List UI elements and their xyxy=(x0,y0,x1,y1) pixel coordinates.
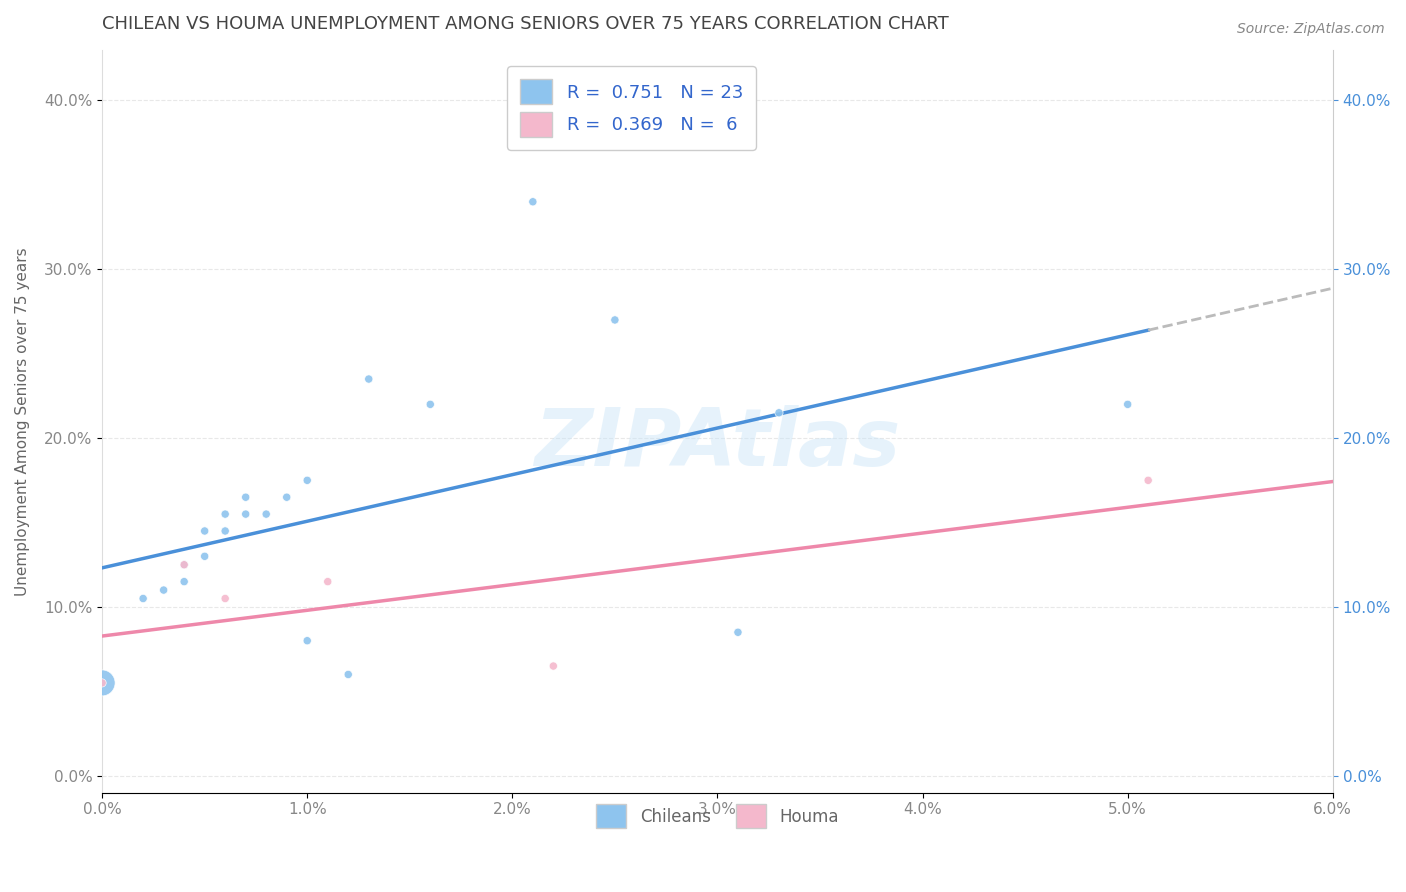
Point xyxy=(173,558,195,572)
Point xyxy=(91,676,114,690)
Point xyxy=(214,507,236,521)
Point xyxy=(419,397,441,411)
Text: ZIPAtlas: ZIPAtlas xyxy=(534,405,901,483)
Point xyxy=(603,313,626,327)
Point xyxy=(254,507,277,521)
Text: Source: ZipAtlas.com: Source: ZipAtlas.com xyxy=(1237,22,1385,37)
Point xyxy=(297,633,319,648)
Point xyxy=(235,490,257,504)
Text: CHILEAN VS HOUMA UNEMPLOYMENT AMONG SENIORS OVER 75 YEARS CORRELATION CHART: CHILEAN VS HOUMA UNEMPLOYMENT AMONG SENI… xyxy=(103,15,949,33)
Point xyxy=(173,558,195,572)
Point xyxy=(132,591,155,606)
Point xyxy=(768,406,790,420)
Point xyxy=(152,583,174,598)
Point xyxy=(1116,397,1139,411)
Point xyxy=(727,625,749,640)
Legend: Chileans, Houma: Chileans, Houma xyxy=(588,796,846,837)
Point xyxy=(235,507,257,521)
Point xyxy=(91,676,114,690)
Point xyxy=(522,194,544,209)
Point xyxy=(543,659,565,673)
Point xyxy=(357,372,380,386)
Point xyxy=(214,524,236,538)
Y-axis label: Unemployment Among Seniors over 75 years: Unemployment Among Seniors over 75 years xyxy=(15,247,30,596)
Point xyxy=(1137,473,1160,487)
Point xyxy=(316,574,339,589)
Point xyxy=(173,574,195,589)
Point xyxy=(194,549,217,564)
Point xyxy=(337,667,360,681)
Point xyxy=(194,524,217,538)
Point xyxy=(214,591,236,606)
Point xyxy=(297,473,319,487)
Point xyxy=(276,490,298,504)
